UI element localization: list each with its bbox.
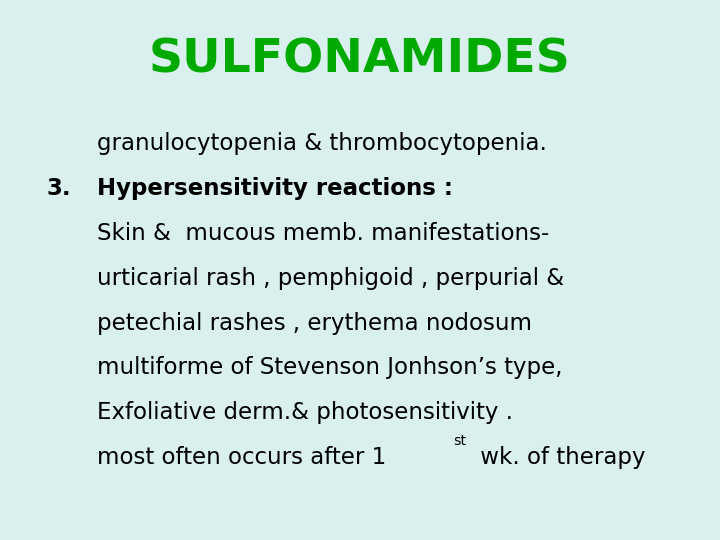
- Text: Hypersensitivity reactions :: Hypersensitivity reactions :: [97, 177, 453, 200]
- Text: st: st: [453, 434, 466, 448]
- Text: Exfoliative derm.& photosensitivity .: Exfoliative derm.& photosensitivity .: [97, 401, 513, 424]
- Text: SULFONAMIDES: SULFONAMIDES: [149, 38, 571, 83]
- Text: 3.: 3.: [47, 177, 71, 200]
- Text: most often occurs after 1: most often occurs after 1: [97, 446, 387, 469]
- Text: Skin &  mucous memb. manifestations-: Skin & mucous memb. manifestations-: [97, 222, 549, 245]
- Text: urticarial rash , pemphigoid , perpurial &: urticarial rash , pemphigoid , perpurial…: [97, 267, 564, 290]
- Text: petechial rashes , erythema nodosum: petechial rashes , erythema nodosum: [97, 312, 532, 335]
- Text: multiforme of Stevenson Jonhson’s type,: multiforme of Stevenson Jonhson’s type,: [97, 356, 563, 380]
- Text: wk. of therapy: wk. of therapy: [473, 446, 646, 469]
- Text: granulocytopenia & thrombocytopenia.: granulocytopenia & thrombocytopenia.: [97, 132, 547, 156]
